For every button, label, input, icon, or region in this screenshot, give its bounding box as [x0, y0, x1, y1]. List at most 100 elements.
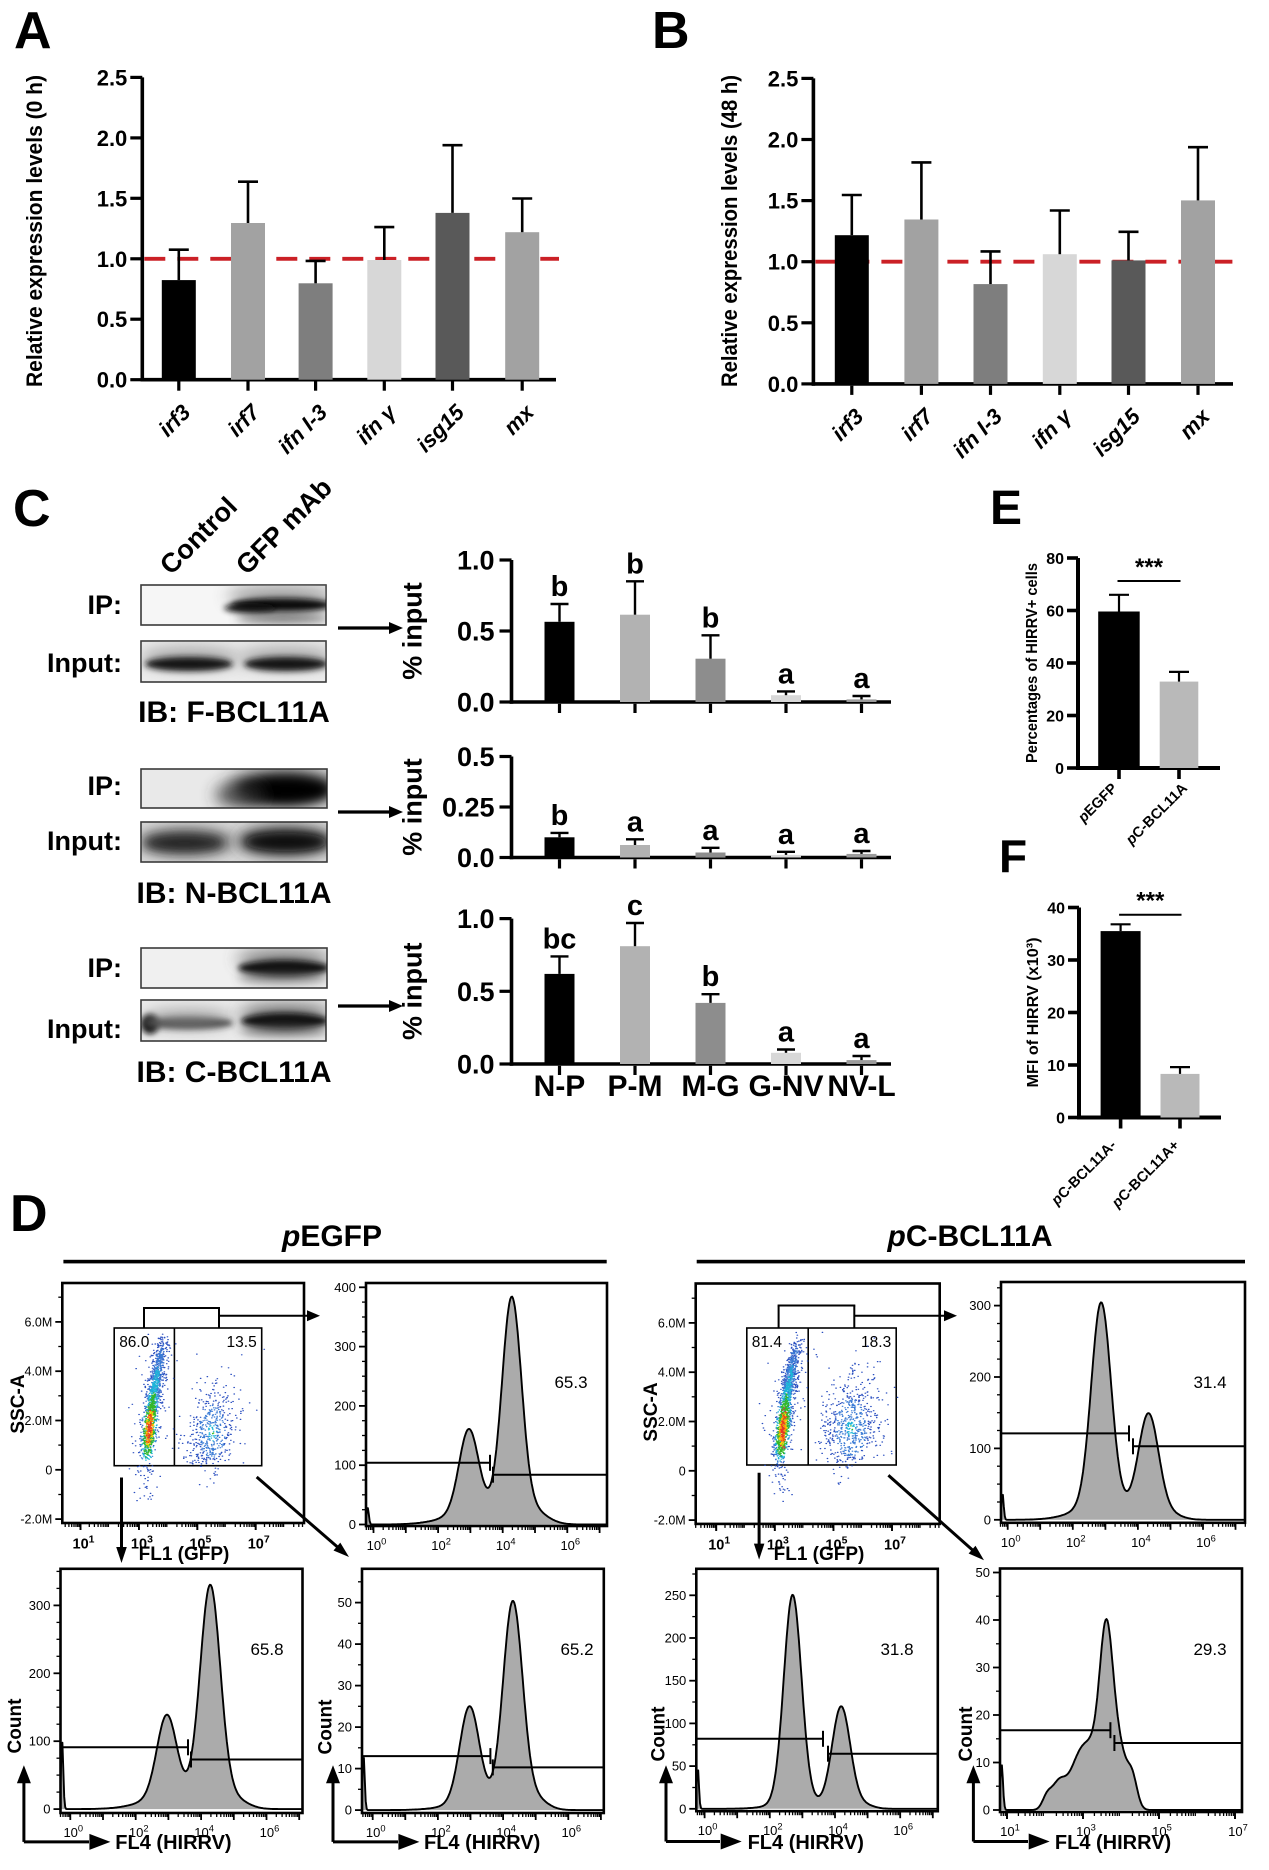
svg-text:0: 0: [983, 1803, 990, 1818]
svg-text:50: 50: [672, 1759, 686, 1774]
svg-text:65.3: 65.3: [554, 1373, 587, 1392]
svg-text:***: ***: [1136, 888, 1165, 915]
svg-text:20: 20: [338, 1720, 352, 1735]
svg-text:18.3: 18.3: [861, 1334, 891, 1351]
svg-text:P-M: P-M: [608, 1070, 663, 1103]
svg-text:F: F: [999, 830, 1027, 882]
svg-text:13.5: 13.5: [227, 1334, 257, 1351]
svg-text:2.5: 2.5: [768, 66, 799, 91]
svg-text:40: 40: [1047, 901, 1065, 918]
svg-text:0.0: 0.0: [457, 688, 495, 718]
svg-text:C: C: [13, 480, 51, 538]
svg-text:81.4: 81.4: [752, 1334, 783, 1351]
svg-text:a: a: [702, 815, 719, 847]
svg-text:250: 250: [665, 1588, 687, 1603]
svg-text:40: 40: [1046, 656, 1064, 673]
svg-text:65.8: 65.8: [250, 1640, 283, 1659]
svg-text:a: a: [778, 1017, 795, 1049]
svg-text:0.5: 0.5: [768, 311, 799, 336]
svg-text:0.5: 0.5: [457, 977, 495, 1007]
svg-text:100: 100: [29, 1734, 51, 1749]
svg-text:30: 30: [976, 1660, 990, 1675]
svg-text:FL4 (HIRRV): FL4 (HIRRV): [115, 1832, 231, 1854]
svg-text:a: a: [853, 1023, 870, 1055]
svg-text:a: a: [778, 658, 795, 690]
svg-text:G-NV: G-NV: [749, 1070, 824, 1103]
svg-text:Relative expression levels (48: Relative expression levels (48 h): [717, 75, 742, 387]
svg-text:1.0: 1.0: [97, 247, 128, 272]
svg-text:FL4 (HIRRV): FL4 (HIRRV): [1055, 1832, 1171, 1854]
svg-text:IB: C-BCL11A: IB: C-BCL11A: [136, 1056, 331, 1089]
svg-text:M-G: M-G: [681, 1070, 739, 1103]
svg-text:FL4 (HIRRV): FL4 (HIRRV): [748, 1832, 864, 1854]
svg-text:a: a: [627, 806, 644, 838]
svg-text:300: 300: [969, 1298, 991, 1313]
svg-text:0: 0: [679, 1801, 686, 1816]
svg-text:0: 0: [984, 1512, 991, 1527]
svg-text:50: 50: [976, 1565, 990, 1580]
svg-text:Count: Count: [5, 1698, 26, 1754]
svg-text:0: 0: [45, 1463, 52, 1477]
svg-text:Input:: Input:: [47, 826, 122, 856]
svg-text:0.5: 0.5: [457, 617, 495, 647]
svg-text:IP:: IP:: [87, 590, 122, 620]
svg-text:bc: bc: [543, 923, 577, 955]
svg-text:SSC-A: SSC-A: [8, 1374, 29, 1433]
svg-text:FL1 (GFP): FL1 (GFP): [139, 1544, 230, 1565]
svg-text:MFI of HIRRV (x10³): MFI of HIRRV (x10³): [1025, 938, 1042, 1088]
svg-text:0: 0: [349, 1517, 356, 1532]
svg-text:0.5: 0.5: [97, 307, 128, 332]
svg-text:0.0: 0.0: [768, 372, 799, 397]
svg-text:FL4 (HIRRV): FL4 (HIRRV): [424, 1832, 540, 1854]
svg-text:30: 30: [338, 1678, 352, 1693]
svg-text:***: ***: [1135, 554, 1164, 581]
svg-text:c: c: [627, 890, 643, 922]
svg-text:0.0: 0.0: [457, 843, 495, 873]
svg-text:300: 300: [29, 1598, 51, 1613]
svg-text:IB: N-BCL11A: IB: N-BCL11A: [136, 877, 331, 910]
svg-text:0.25: 0.25: [442, 793, 495, 823]
svg-text:150: 150: [665, 1673, 687, 1688]
svg-text:% input: % input: [398, 943, 428, 1040]
svg-text:a: a: [778, 819, 795, 851]
svg-text:FL1 (GFP): FL1 (GFP): [774, 1544, 865, 1565]
svg-text:20: 20: [1047, 1006, 1065, 1023]
svg-text:a: a: [853, 663, 870, 695]
svg-text:Count: Count: [316, 1699, 337, 1755]
svg-text:10: 10: [1047, 1058, 1065, 1075]
svg-text:2.0M: 2.0M: [658, 1415, 686, 1429]
svg-text:1.5: 1.5: [768, 189, 799, 214]
svg-text:29.3: 29.3: [1193, 1640, 1226, 1659]
svg-text:1.0: 1.0: [457, 546, 495, 576]
svg-text:1.0: 1.0: [768, 250, 799, 275]
svg-text:0: 0: [1056, 1111, 1065, 1128]
svg-text:pEGFP: pEGFP: [281, 1220, 382, 1253]
svg-text:6.0M: 6.0M: [658, 1316, 686, 1330]
svg-text:pC-BCL11A: pC-BCL11A: [886, 1220, 1052, 1253]
svg-text:2.0: 2.0: [768, 128, 799, 153]
svg-text:b: b: [702, 961, 720, 993]
svg-text:0.5: 0.5: [457, 742, 495, 772]
svg-text:80: 80: [1046, 551, 1064, 568]
svg-text:Input:: Input:: [47, 1014, 122, 1044]
svg-text:300: 300: [334, 1339, 356, 1354]
svg-text:100: 100: [969, 1441, 991, 1456]
svg-text:Count: Count: [956, 1706, 977, 1762]
svg-text:SSC-A: SSC-A: [641, 1382, 662, 1441]
svg-text:% input: % input: [398, 758, 428, 855]
svg-text:65.2: 65.2: [560, 1640, 593, 1659]
svg-text:20: 20: [1046, 709, 1064, 726]
svg-text:10: 10: [976, 1755, 990, 1770]
svg-text:b: b: [551, 800, 569, 832]
svg-text:-2.0M: -2.0M: [654, 1514, 686, 1528]
svg-text:0.0: 0.0: [457, 1050, 495, 1080]
svg-text:2.0M: 2.0M: [25, 1414, 53, 1428]
svg-text:Input:: Input:: [47, 648, 122, 678]
svg-text:% input: % input: [398, 582, 428, 679]
svg-text:2.5: 2.5: [97, 65, 128, 90]
svg-text:200: 200: [969, 1370, 991, 1385]
svg-text:0: 0: [345, 1803, 352, 1818]
svg-text:N-P: N-P: [534, 1070, 586, 1103]
svg-text:D: D: [10, 1185, 48, 1243]
svg-text:400: 400: [334, 1280, 356, 1295]
